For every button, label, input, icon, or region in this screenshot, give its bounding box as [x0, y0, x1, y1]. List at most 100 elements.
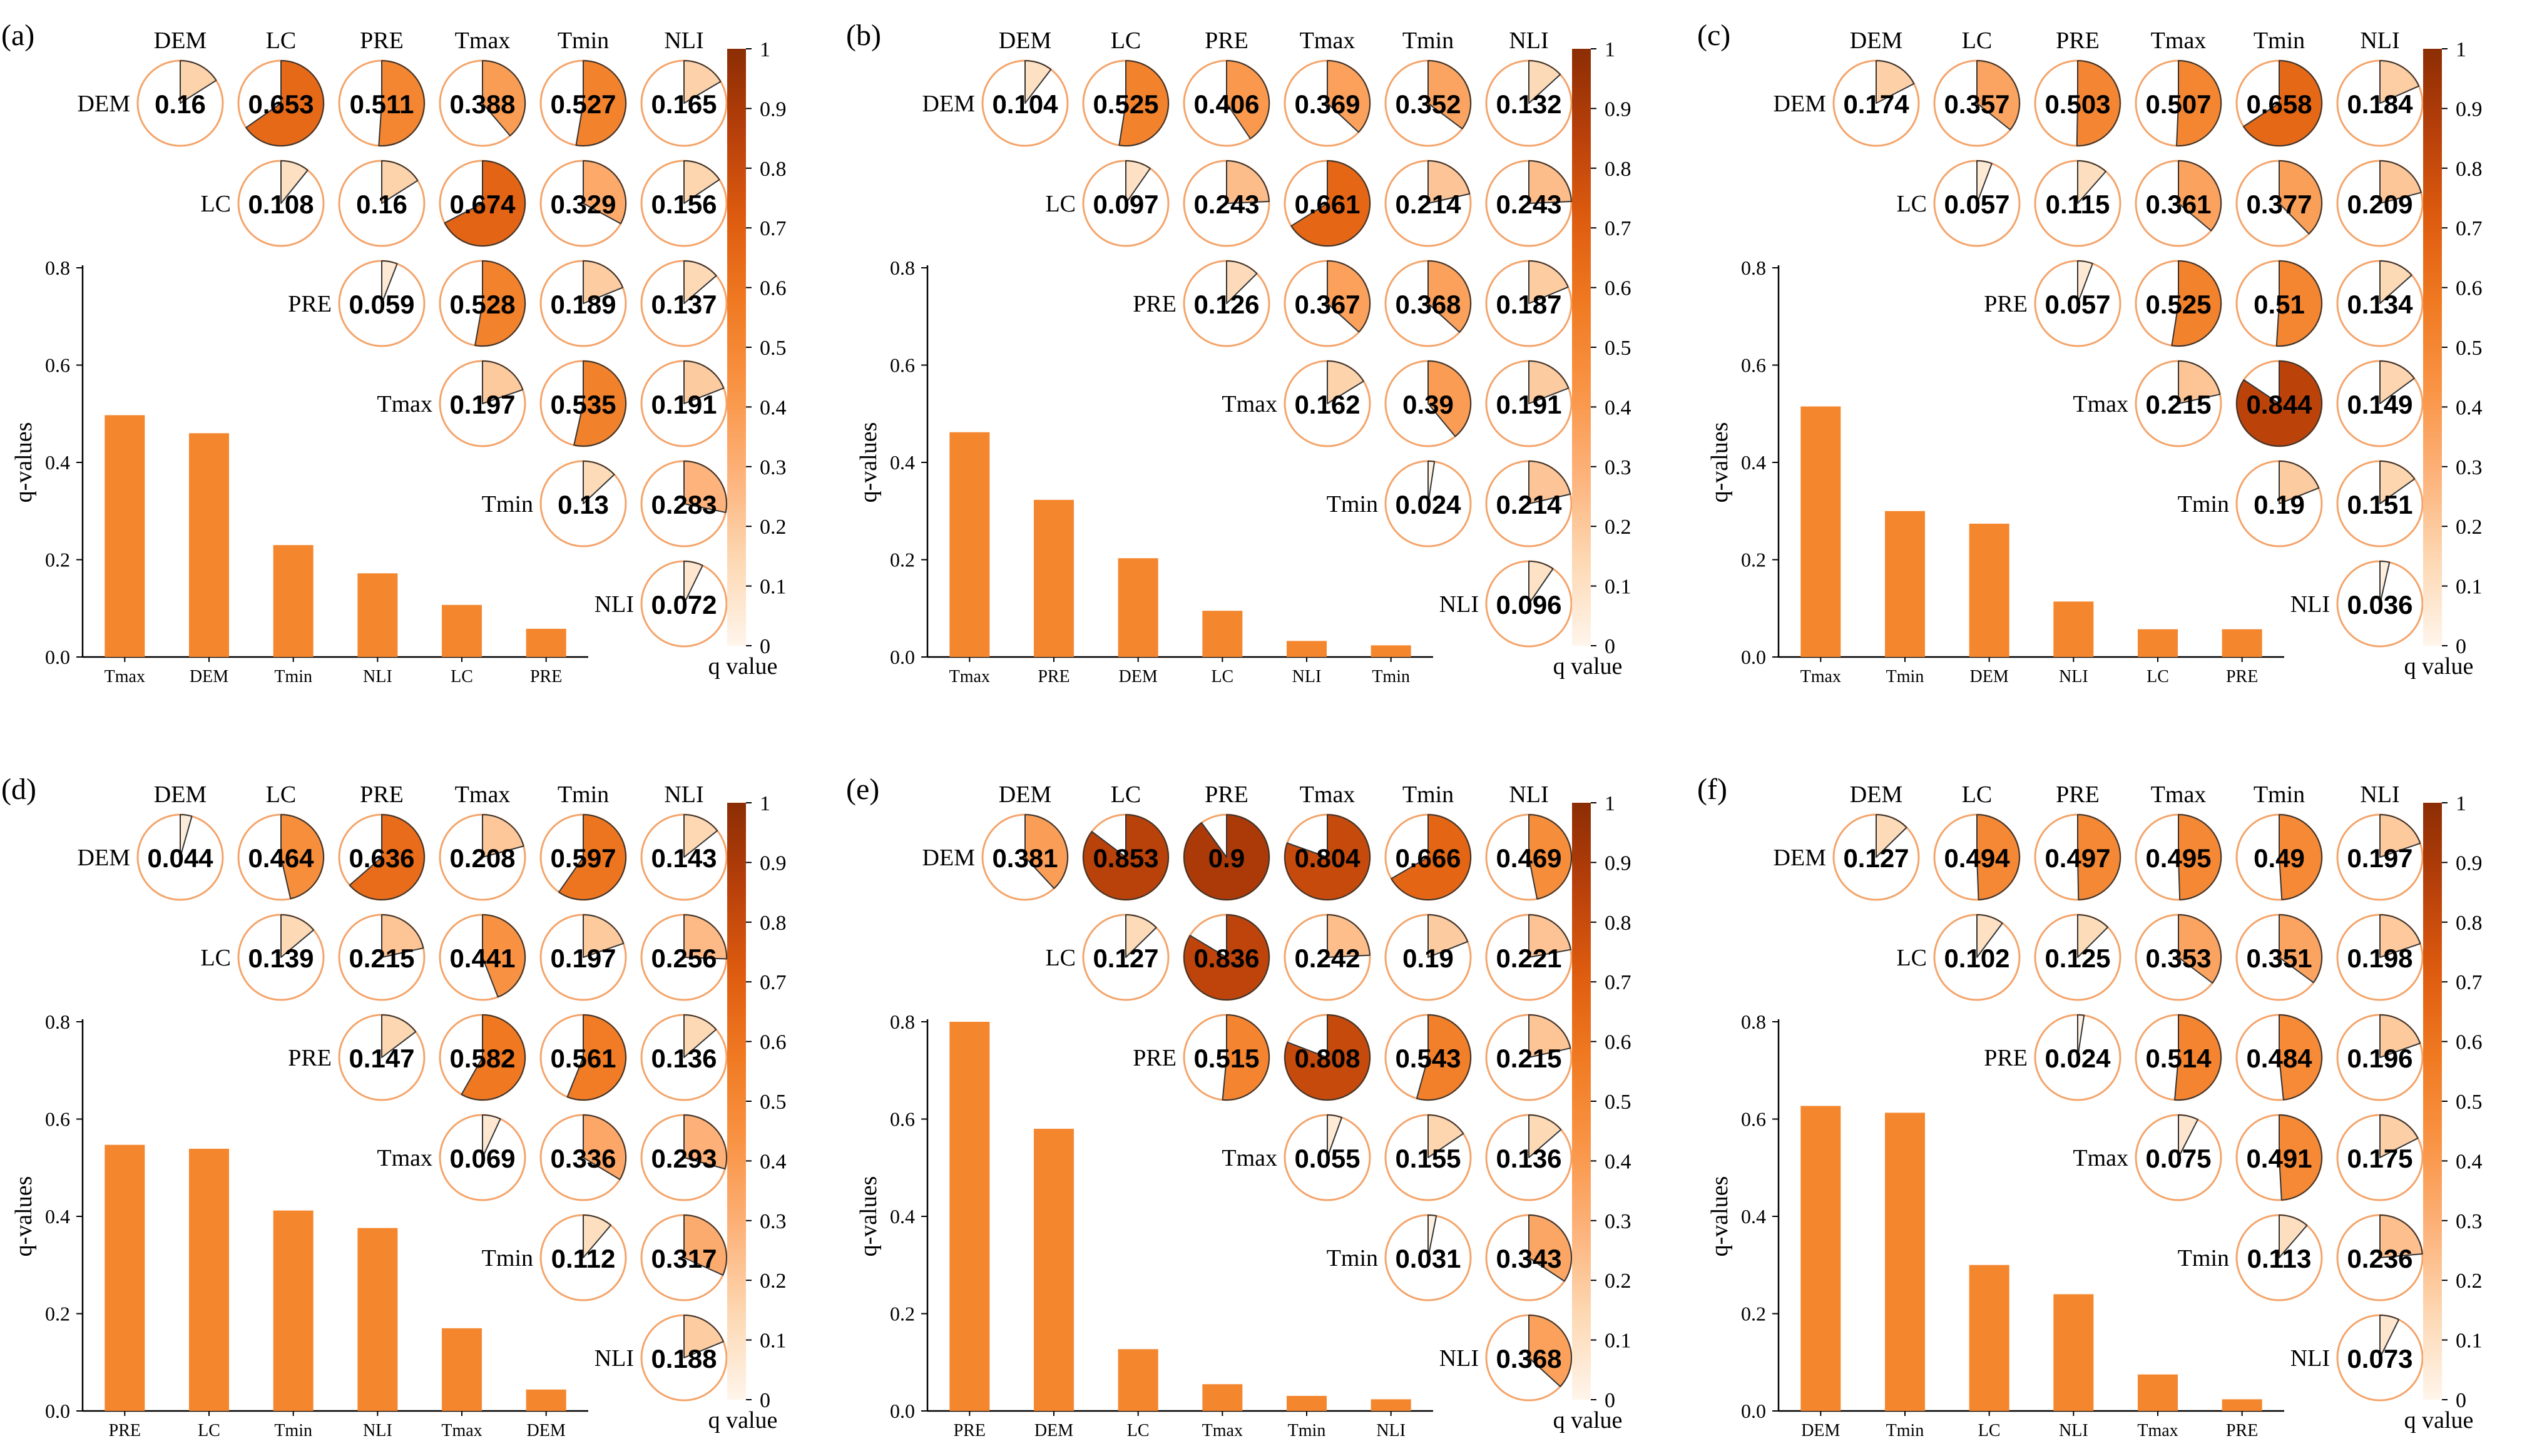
bar-y-tick-label: 0.6 [45, 1108, 70, 1131]
pie-slice [2379, 160, 2422, 204]
column-header-nli: NLI [2360, 28, 2399, 54]
pie-value-label: 0.636 [349, 843, 414, 873]
pie-value-label: 0.236 [2347, 1244, 2412, 1273]
pie-cell: 0.191 [1485, 360, 1573, 447]
pie-slice [1125, 914, 1157, 958]
bar-pre [1034, 499, 1074, 657]
pie-value-label: 0.13 [558, 490, 609, 519]
pie-cell: 0.343 [1485, 1214, 1573, 1301]
pie-slice [2178, 160, 2222, 232]
column-header-dem: DEM [1850, 28, 1902, 54]
bar-y-tick-label: 0.0 [890, 1400, 915, 1422]
pie-value-label: 0.112 [551, 1244, 616, 1273]
bar-lc [1202, 611, 1243, 657]
pie-cell: 0.115 [2034, 160, 2121, 247]
colorbar-tick-label: 0.3 [2456, 456, 2483, 479]
pie-slice [245, 60, 324, 146]
column-header-pre: PRE [360, 781, 404, 808]
pie-slice [2279, 1114, 2322, 1201]
colorbar-tick-label: 0 [1605, 635, 1615, 658]
pie-cell: 0.108 [237, 160, 325, 247]
colorbar-tick-label: 0.6 [2456, 1031, 2483, 1054]
pie-value-label: 0.19 [1402, 944, 1454, 973]
pie-value-label: 0.196 [2347, 1044, 2412, 1073]
bar-x-tick-label: DEM [1801, 1421, 1840, 1440]
bar-y-tick-label: 0.2 [45, 1303, 70, 1325]
panel-label: (a) [1, 19, 34, 52]
pie-cell: 0.024 [2034, 1014, 2121, 1101]
colorbar-tick-label: 0.7 [760, 971, 787, 994]
pie-value-label: 0.293 [651, 1144, 717, 1173]
colorbar-tick-label: 0.8 [1605, 158, 1631, 181]
pie-value-label: 0.209 [2347, 190, 2412, 219]
pie-slice [2279, 1214, 2308, 1258]
bar-y-tick-label: 0.4 [890, 1205, 915, 1228]
pie-cell: 0.198 [2336, 914, 2424, 1001]
pie-value-label: 0.525 [1093, 89, 1158, 119]
pie-value-label: 0.113 [2247, 1244, 2312, 1273]
colorbar-tick-label: 1 [1605, 38, 1615, 61]
pie-value-label: 0.125 [2045, 944, 2110, 973]
bar-tmin [273, 545, 314, 657]
row-label-lc: LC [1045, 945, 1076, 971]
colorbar-tick-label: 0.9 [2456, 98, 2483, 121]
pie-slice [482, 360, 524, 404]
bar-y-tick-label: 0.2 [45, 549, 70, 571]
pie-slice [381, 260, 398, 304]
pie-value-label: 0.352 [1395, 89, 1461, 119]
pie-value-label: 0.215 [349, 944, 414, 973]
bar-y-tick-label: 0.0 [45, 1400, 70, 1422]
pie-value-label: 0.653 [248, 89, 314, 119]
bar-y-tick-label: 0.2 [890, 1303, 915, 1325]
pie-slice [1528, 914, 1571, 958]
pie-cell: 0.497 [2034, 813, 2121, 901]
column-header-dem: DEM [1850, 781, 1902, 808]
pie-slice [1083, 814, 1169, 900]
pie-slice [2077, 260, 2093, 304]
colorbar-tick-label: 0.4 [2456, 1150, 2483, 1173]
row-label-pre: PRE [288, 291, 332, 317]
pie-cell: 0.369 [1284, 59, 1371, 147]
pie-cell: 0.464 [237, 813, 325, 901]
bar-x-tick-label: NLI [363, 1421, 392, 1440]
row-label-tmax: Tmax [1222, 391, 1277, 417]
pie-cell: 0.127 [1832, 813, 1920, 901]
pie-value-label: 0.317 [651, 1244, 717, 1273]
panel-label: (e) [846, 773, 879, 806]
bar-x-tick-label: Tmin [1886, 667, 1924, 686]
column-header-tmin: Tmin [2254, 28, 2305, 54]
pie-slice [2077, 160, 2106, 204]
pie-cell: 0.127 [1082, 914, 1170, 1001]
column-header-lc: LC [1111, 781, 1141, 808]
row-label-nli: NLI [2290, 591, 2330, 618]
colorbar [1572, 49, 1591, 646]
pie-cell: 0.187 [1485, 260, 1573, 347]
pie-value-label: 0.137 [651, 290, 717, 319]
pie-value-label: 0.031 [1395, 1244, 1461, 1273]
pie-slice [583, 1114, 626, 1180]
pie-cell: 0.196 [2336, 1014, 2424, 1101]
pie-slice [1290, 160, 1371, 247]
pie-slice [482, 1114, 501, 1158]
pie-cell: 0.514 [2135, 1014, 2222, 1101]
pie-slice [1183, 914, 1270, 1000]
pie-slice [1976, 60, 2020, 131]
pie-cell: 0.367 [1284, 260, 1371, 347]
bar-x-tick-label: LC [451, 667, 473, 686]
pie-value-label: 0.208 [449, 843, 515, 873]
pie-cell: 0.543 [1384, 1014, 1472, 1101]
bar-x-tick-label: NLI [363, 667, 392, 686]
pie-cell: 0.243 [1485, 160, 1573, 247]
pie-value-label: 0.096 [1496, 590, 1561, 619]
colorbar-tick-label: 0.9 [2456, 852, 2483, 875]
bar-nli [357, 1228, 398, 1411]
pie-cell: 0.406 [1183, 59, 1270, 147]
pie-value-label: 0.353 [2145, 944, 2211, 973]
bar-x-tick-label: DEM [190, 667, 228, 686]
pie-value-label: 0.527 [550, 89, 616, 119]
pie-cell: 0.149 [2336, 360, 2424, 447]
bar-y-tick-label: 0.0 [1741, 646, 1766, 668]
row-label-nli: NLI [1439, 591, 1479, 618]
pie-cell: 0.515 [1183, 1014, 1270, 1101]
pie-value-label: 0.256 [651, 944, 717, 973]
